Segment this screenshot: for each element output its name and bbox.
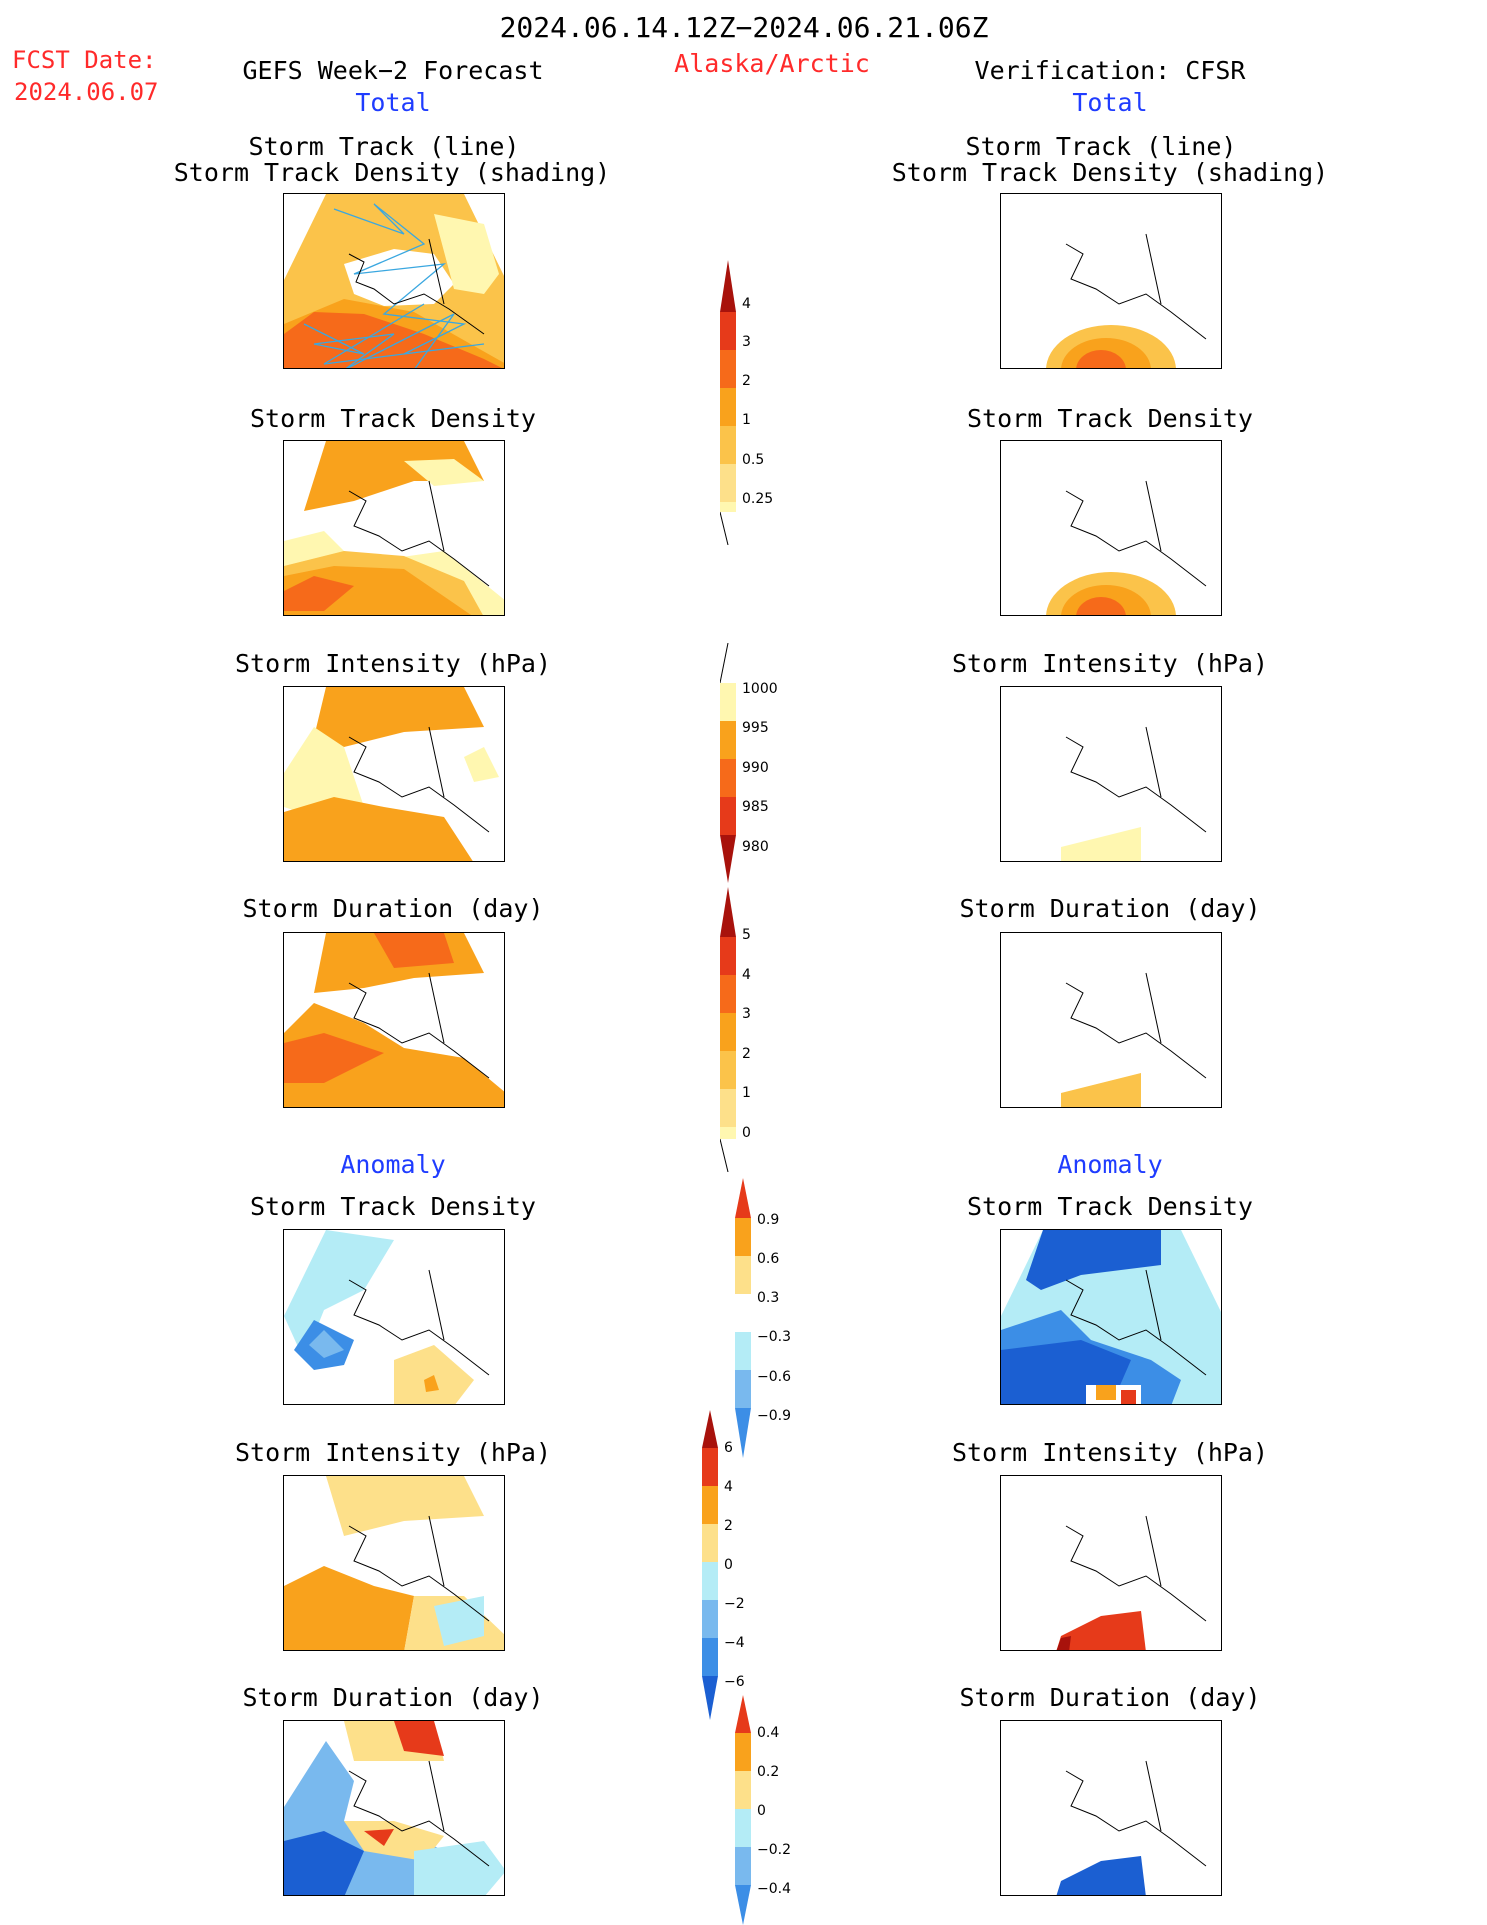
left-title-anom-intensity: Storm Intensity (hPa)	[234, 1438, 552, 1467]
region-label: Alaska/Arctic	[674, 49, 870, 78]
fcst-label: FCST Date:	[12, 46, 157, 74]
map-left-anom-intensity	[283, 1475, 505, 1651]
map-right-anom-track-density	[1000, 1229, 1222, 1405]
left-title-duration: Storm Duration (day)	[242, 894, 544, 923]
tick-danom-06: 0.6	[757, 1251, 780, 1267]
tick-duration-5: 5	[742, 927, 751, 943]
left-model-title: GEFS Week−2 Forecast	[242, 56, 544, 85]
tick-duration-4: 4	[742, 967, 751, 983]
right-title-track-shading: Storm Track Density (shading)	[891, 158, 1329, 187]
tick-intensity-995: 995	[742, 720, 769, 736]
map-right-track-total	[1000, 193, 1222, 369]
right-title-anom-track-density: Storm Track Density	[967, 1192, 1253, 1221]
colorbar-intensity-anomaly: 6 4 2 0 −2 −4 −6	[702, 1410, 782, 1720]
map-left-track-density	[283, 440, 505, 616]
tick-duration-0: 0	[742, 1125, 751, 1141]
fcst-date: 2024.06.07	[14, 78, 159, 106]
tick-duration-3: 3	[742, 1006, 751, 1022]
tick-danom-neg06: −0.6	[757, 1369, 791, 1385]
right-title-track-density: Storm Track Density	[967, 404, 1253, 433]
map-right-anom-intensity	[1000, 1475, 1222, 1651]
left-title-track-line: Storm Track (line)	[248, 132, 520, 161]
tick-intensity-980: 980	[742, 839, 769, 855]
map-left-duration	[283, 932, 505, 1108]
right-total-label: Total	[1072, 88, 1148, 117]
colorbar-density: 4 3 2 1 0.5 0.25	[720, 260, 800, 545]
left-title-intensity: Storm Intensity (hPa)	[234, 649, 552, 678]
tick-duration-1: 1	[742, 1085, 751, 1101]
right-anomaly-label: Anomaly	[1057, 1150, 1163, 1179]
tick-intensity-990: 990	[742, 760, 769, 776]
tick-danom-neg09: −0.9	[757, 1408, 791, 1424]
left-anomaly-label: Anomaly	[340, 1150, 446, 1179]
tick-duranom-02: 0.2	[757, 1764, 780, 1780]
tick-density-05: 0.5	[742, 452, 765, 468]
map-left-anom-track-density	[283, 1229, 505, 1405]
map-left-track-total	[283, 193, 505, 369]
tick-duranom-neg04: −0.4	[757, 1881, 791, 1897]
tick-ianom-neg2: −2	[724, 1596, 745, 1612]
map-left-intensity	[283, 686, 505, 862]
tick-ianom-neg6: −6	[724, 1674, 745, 1690]
tick-danom-09: 0.9	[757, 1212, 780, 1228]
tick-duranom-0: 0	[757, 1803, 766, 1819]
tick-duration-2: 2	[742, 1046, 751, 1062]
tick-ianom-neg4: −4	[724, 1635, 745, 1651]
tick-density-4: 4	[742, 296, 751, 312]
colorbar-duration: 5 4 3 2 1 0	[720, 887, 800, 1172]
tick-intensity-985: 985	[742, 799, 769, 815]
left-title-track-density: Storm Track Density	[250, 404, 536, 433]
date-range-title: 2024.06.14.12Z−2024.06.21.06Z	[499, 11, 989, 44]
tick-density-1: 1	[742, 412, 751, 428]
colorbar-intensity: 1000 995 990 985 980	[720, 643, 800, 883]
map-left-anom-duration	[283, 1720, 505, 1896]
left-title-track-shading: Storm Track Density (shading)	[173, 158, 611, 187]
colorbar-duration-anomaly: 0.4 0.2 0 −0.2 −0.4	[735, 1695, 815, 1925]
left-title-anom-duration: Storm Duration (day)	[242, 1683, 544, 1712]
left-total-label: Total	[355, 88, 431, 117]
right-title-track-line: Storm Track (line)	[965, 132, 1237, 161]
tick-duranom-neg02: −0.2	[757, 1842, 791, 1858]
tick-density-3: 3	[742, 334, 751, 350]
tick-danom-03: 0.3	[757, 1290, 780, 1306]
tick-density-025: 0.25	[742, 491, 774, 507]
map-right-anom-duration	[1000, 1720, 1222, 1896]
tick-duranom-04: 0.4	[757, 1725, 780, 1741]
map-right-intensity	[1000, 686, 1222, 862]
tick-ianom-4: 4	[724, 1479, 733, 1495]
left-title-anom-track-density: Storm Track Density	[250, 1192, 536, 1221]
map-right-duration	[1000, 932, 1222, 1108]
right-verification-title: Verification: CFSR	[974, 56, 1246, 85]
tick-danom-neg03: −0.3	[757, 1329, 791, 1345]
right-title-duration: Storm Duration (day)	[959, 894, 1261, 923]
tick-ianom-6: 6	[724, 1440, 733, 1456]
tick-intensity-1000: 1000	[742, 681, 778, 697]
colorbar-density-anomaly: 0.9 0.6 0.3 −0.3 −0.6 −0.9	[735, 1178, 815, 1458]
right-title-anom-duration: Storm Duration (day)	[959, 1683, 1261, 1712]
map-right-track-density	[1000, 440, 1222, 616]
tick-ianom-2: 2	[724, 1518, 733, 1534]
right-title-anom-intensity: Storm Intensity (hPa)	[951, 1438, 1269, 1467]
right-title-intensity: Storm Intensity (hPa)	[951, 649, 1269, 678]
tick-density-2: 2	[742, 373, 751, 389]
tick-ianom-0: 0	[724, 1557, 733, 1573]
